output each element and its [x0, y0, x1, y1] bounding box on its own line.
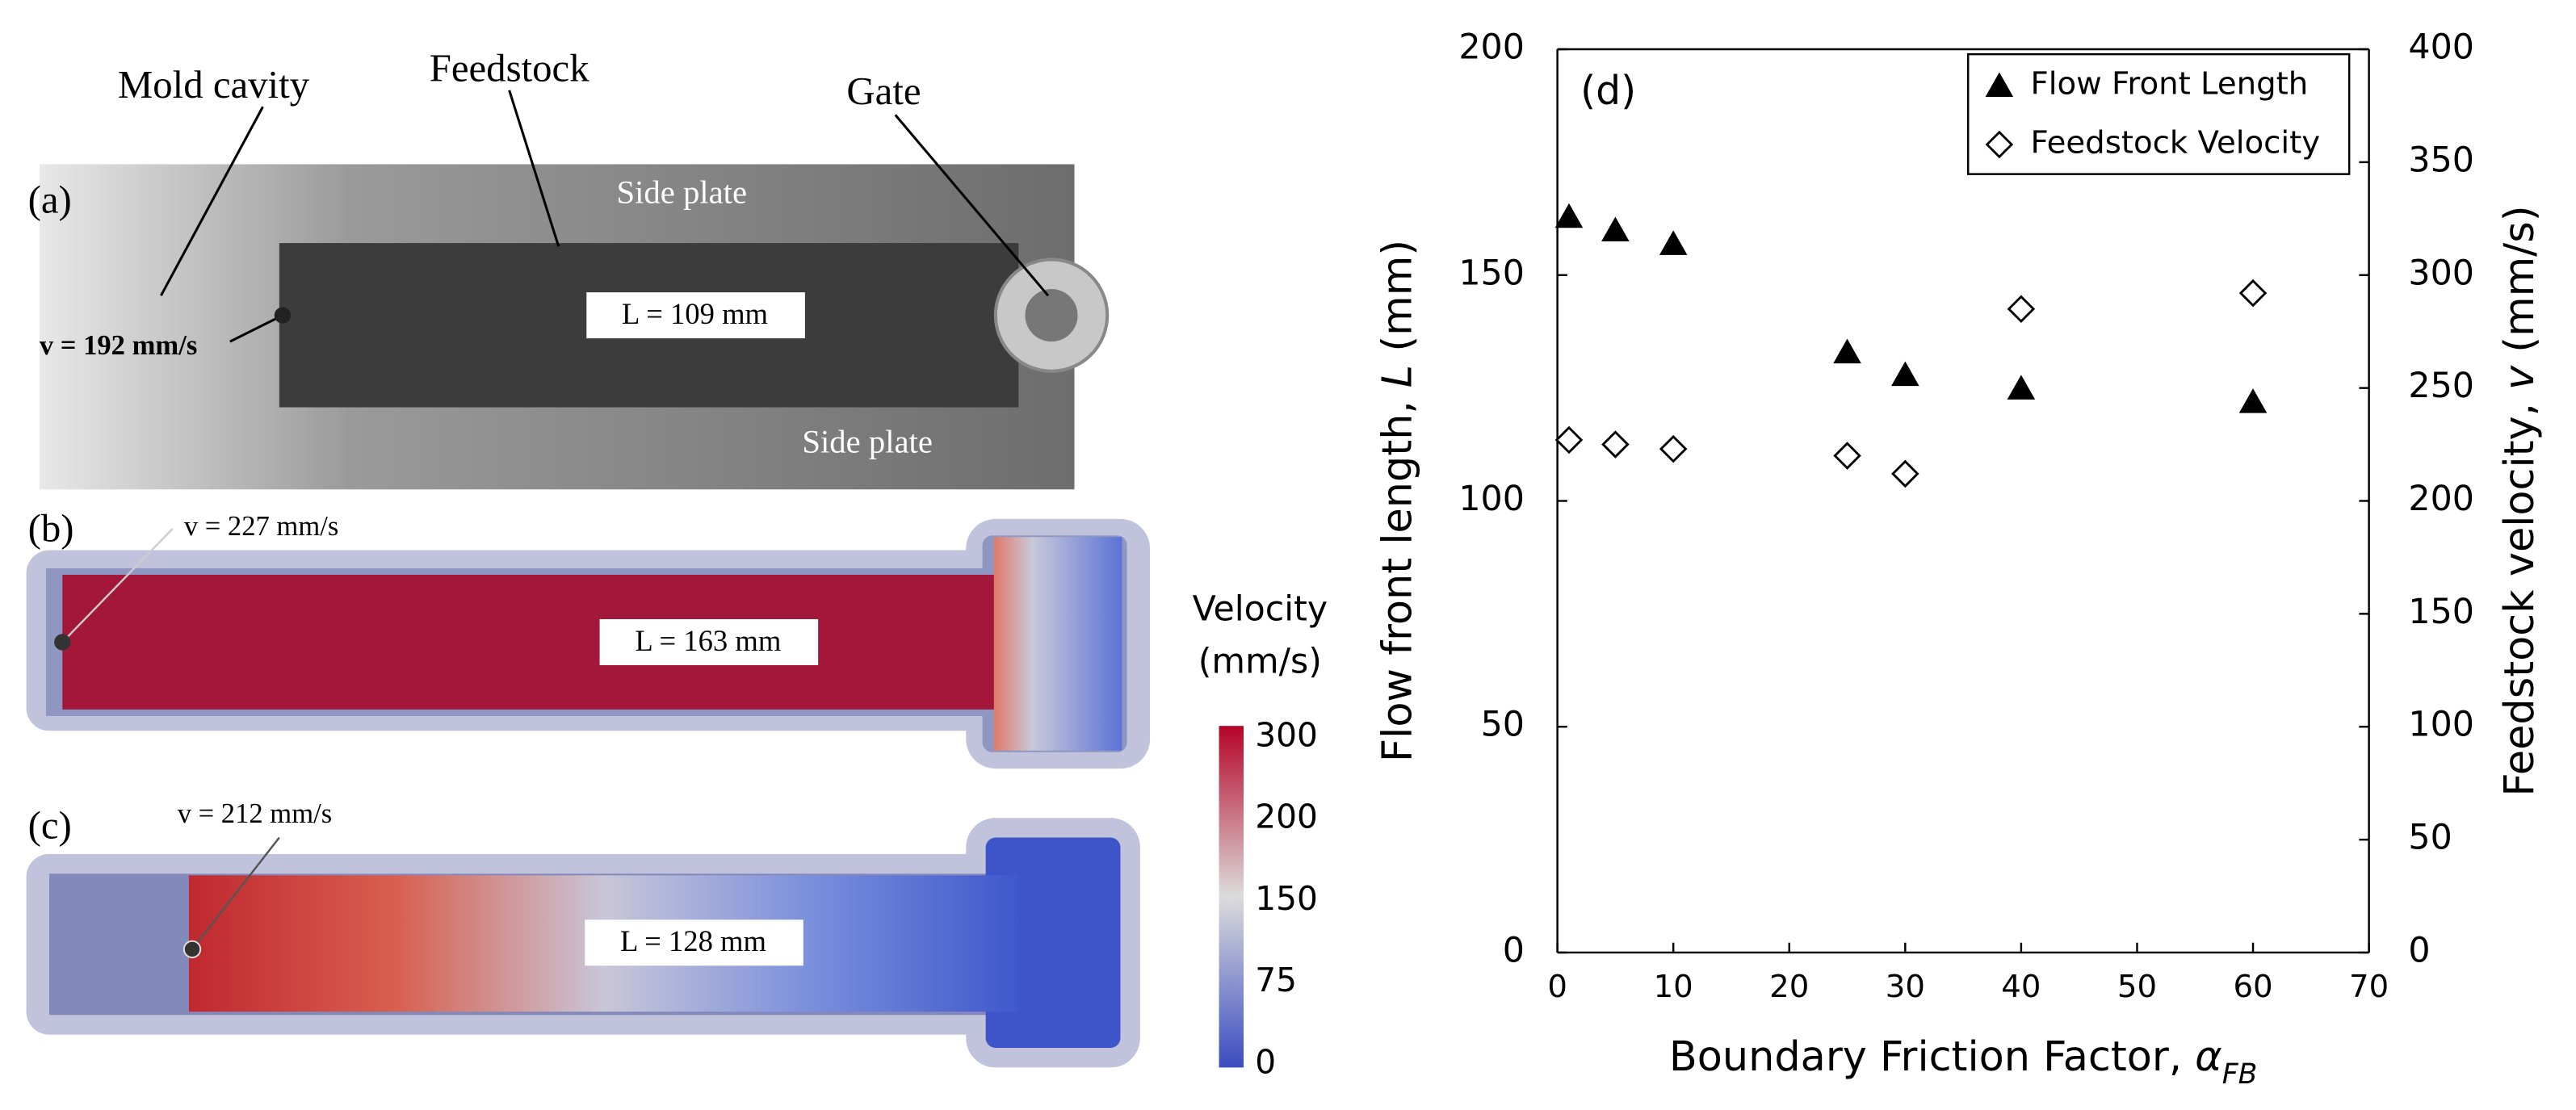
y2-tick-label: 250: [2408, 366, 2474, 406]
annotation: v = 227 mm/s: [184, 511, 338, 542]
x-tick-label: 70: [2349, 969, 2389, 1005]
colorbar-tick-label: 150: [1255, 879, 1318, 918]
arrow: [508, 90, 560, 247]
y2-axis-title-part: (mm/s): [2495, 205, 2543, 366]
annotation: Side plate: [617, 174, 748, 210]
y-axis-title-part: Flow front length,: [1373, 387, 1420, 762]
diamond-marker: [1601, 430, 1630, 459]
point: [274, 307, 292, 324]
y2-tick-label: 150: [2408, 592, 2474, 632]
diamond-marker: [1659, 434, 1688, 463]
panel-c: (c) v = 212 mm/s L = 128 mm: [26, 798, 1140, 1068]
diamond-marker: [1833, 442, 1861, 470]
y2-tick-label: 50: [2408, 818, 2452, 858]
y2-tick-label: 350: [2408, 140, 2474, 180]
gate-hole: [1025, 289, 1078, 342]
y2-axis-title: Feedstock velocity, v (mm/s): [2495, 205, 2543, 796]
figure-body: Mold cavity Feedstock Gate (a) Side plat…: [26, 27, 2543, 1091]
y2-tick-label: 200: [2408, 479, 2474, 519]
point: [54, 634, 71, 651]
x-tick-label: 0: [1547, 969, 1567, 1005]
annotation: Side plate: [802, 424, 933, 460]
annotation: v = 212 mm/s: [178, 798, 332, 829]
leader: [229, 314, 283, 343]
y2-tick-label: 400: [2408, 27, 2474, 68]
legend-label: Flow Front Length: [2031, 65, 2309, 102]
colorbar-tick-label: 300: [1255, 715, 1318, 754]
arrow: [160, 106, 264, 296]
y2-axis-title-part: v: [2495, 365, 2543, 390]
x-tick-label: 60: [2233, 969, 2272, 1005]
colorbar-gradient: [1219, 726, 1244, 1068]
y-axis-title-part: (mm): [1373, 240, 1420, 365]
chart: 0 10 20 30 40 50 60 70 0 50 100 150 200 0 50 100 150 200 2…: [1373, 27, 2542, 1091]
triangle-marker: [1891, 361, 1919, 387]
triangle-marker: [1554, 203, 1584, 228]
legend-label: Feedstock Velocity: [2031, 125, 2321, 161]
diamond-marker: [1554, 425, 1584, 454]
x-axis-title-part: FB: [2222, 1058, 2258, 1091]
x-axis-title-part: Boundary Friction Factor,: [1669, 1033, 2195, 1080]
point: [183, 940, 202, 959]
label-box: [585, 919, 803, 966]
leader: [61, 528, 174, 643]
y-axis-title-part: L: [1373, 365, 1420, 387]
panel-label: (b): [28, 505, 74, 550]
legend-marker: [1985, 72, 2014, 98]
y-tick-label: 0: [1503, 930, 1525, 970]
y-tick-label: 100: [1458, 479, 1525, 519]
diamond-marker: [2007, 295, 2036, 323]
gate-flow: [993, 537, 1122, 751]
triangle-marker: [2007, 375, 2036, 400]
annotation: L = 128 mm: [620, 924, 766, 957]
y-tick-label: 200: [1458, 27, 1525, 68]
y2-tick-label: 100: [2408, 705, 2474, 745]
y2-tick-label: 300: [2408, 253, 2474, 293]
panel-label: (d): [1580, 68, 1636, 114]
label-box: [599, 618, 819, 665]
colorbar-title: (mm/s): [1198, 641, 1322, 681]
y-tick-label: 50: [1481, 705, 1525, 745]
y2-axis-title-part: Feedstock velocity,: [2495, 390, 2543, 797]
leader: [191, 836, 280, 950]
x-tick-label: 50: [2117, 969, 2157, 1005]
x-tick-label: 40: [2001, 969, 2041, 1005]
panel-label: (c): [28, 803, 72, 848]
x-tick-label: 10: [1654, 969, 1693, 1005]
legend-box: [1966, 52, 2351, 175]
x-tick-label: 20: [1769, 969, 1809, 1005]
x-axis-title: Boundary Friction Factor, αFB: [1669, 1033, 2257, 1090]
annotation: L = 163 mm: [635, 624, 781, 657]
panel-a: Mold cavity Feedstock Gate (a) Side plat…: [28, 46, 1110, 490]
y-axis-title: Flow front length, L (mm): [1373, 240, 1420, 762]
triangle-marker: [1833, 338, 1861, 364]
colorbar: Velocity (mm/s) 300 200 150 75 0: [1193, 589, 1328, 1081]
annotation: Gate: [846, 69, 921, 113]
diamond-marker: [1891, 459, 1919, 488]
triangle-marker: [1659, 230, 1688, 255]
triangle-marker: [1601, 216, 1630, 242]
annotation: Feedstock: [430, 46, 590, 90]
colorbar-tick-label: 200: [1255, 798, 1318, 836]
colorbar-title: Velocity: [1193, 589, 1328, 629]
label-box: [586, 292, 805, 339]
annotation: v = 192 mm/s: [40, 330, 197, 361]
x-tick-label: 30: [1886, 969, 1925, 1005]
gate-cavity: [985, 837, 1121, 1048]
feedstock: [62, 575, 1016, 710]
x-axis-title-part: α: [2195, 1033, 2222, 1080]
colorbar-tick-label: 75: [1255, 961, 1297, 999]
legend-marker: [1985, 130, 2014, 159]
triangle-marker: [2238, 388, 2268, 413]
panel-label: (a): [28, 177, 72, 221]
y2-tick-label: 0: [2408, 930, 2430, 970]
panel-b: (b) v = 227 mm/s L = 163 mm: [26, 505, 1151, 769]
arrow: [894, 114, 1050, 297]
y-tick-label: 150: [1458, 253, 1525, 293]
colorbar-tick-label: 0: [1255, 1042, 1276, 1081]
diamond-marker: [2238, 279, 2268, 308]
annotation: Mold cavity: [118, 62, 310, 107]
annotation: L = 109 mm: [622, 297, 768, 330]
